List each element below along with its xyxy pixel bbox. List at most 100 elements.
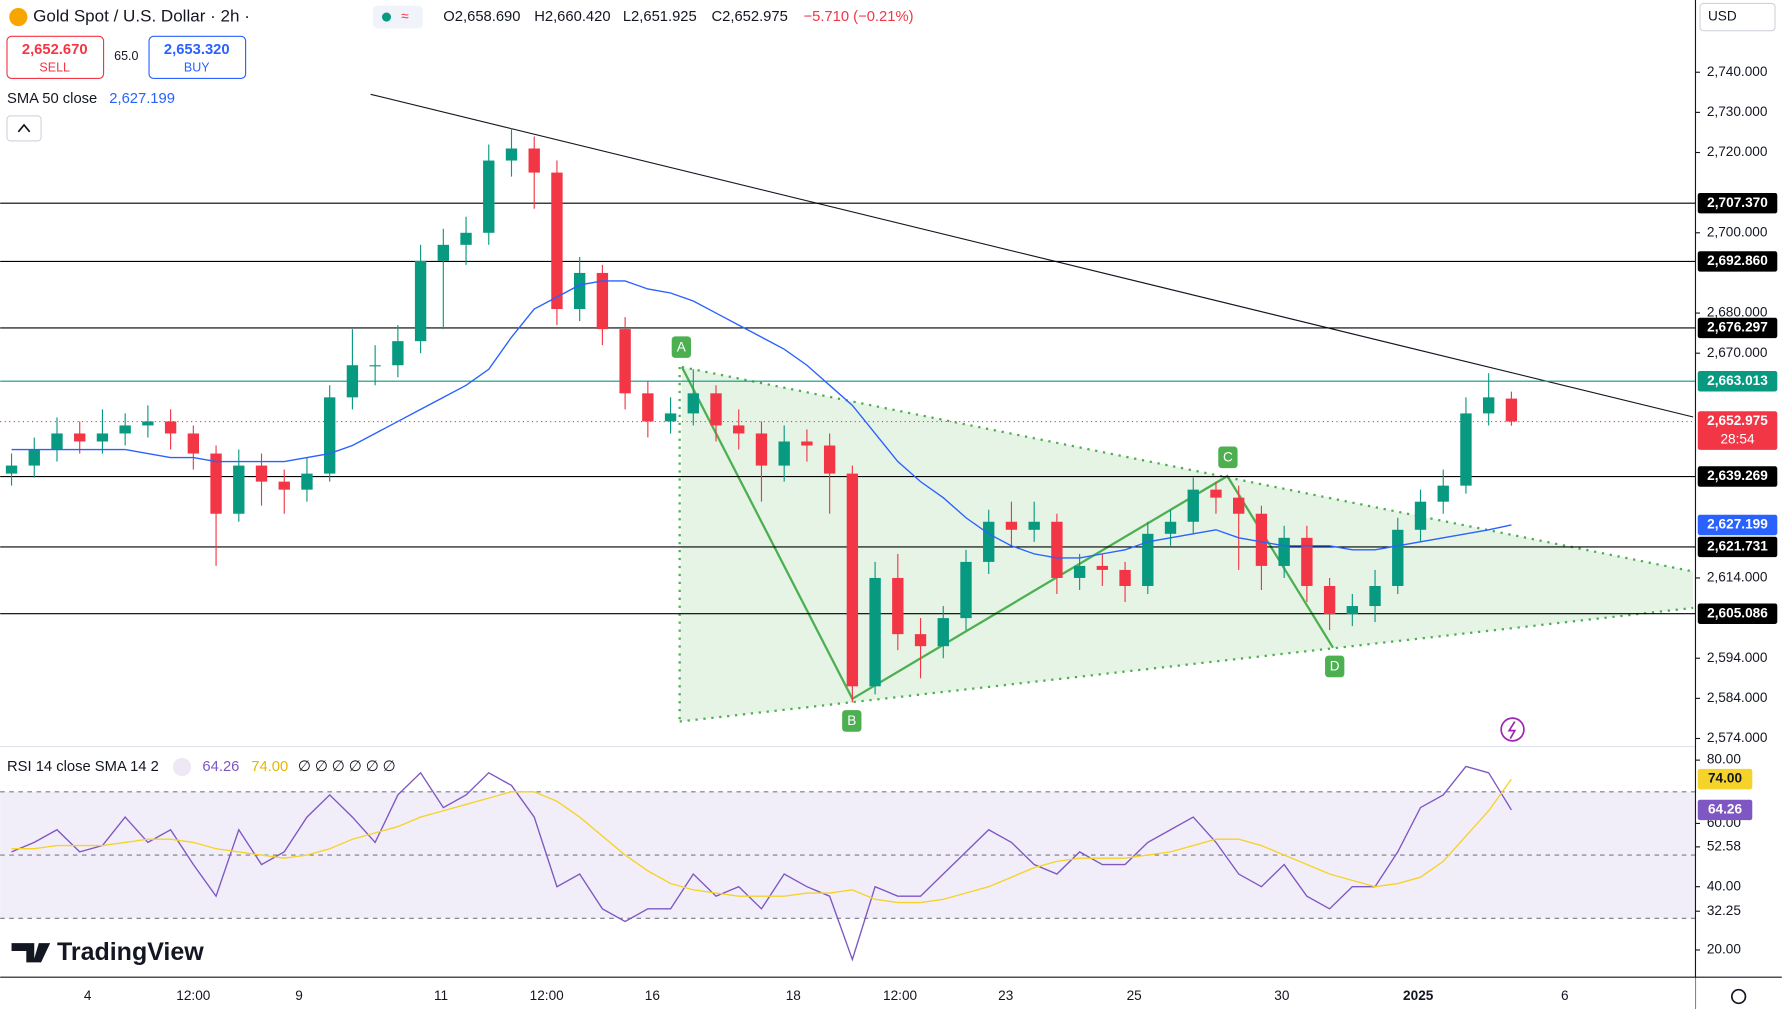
rsi-value-label: 74.00 bbox=[1708, 771, 1743, 786]
level-label-box bbox=[1697, 192, 1778, 214]
x-tick-label: 6 bbox=[1561, 988, 1569, 1003]
sma-legend-name: SMA 50 close bbox=[7, 91, 97, 107]
candle-body bbox=[801, 441, 813, 446]
axis-value-label: 52.58 bbox=[1707, 838, 1741, 853]
rsi-title: RSI 14 close SMA 14 2 bbox=[7, 759, 159, 775]
y-tick-label: 2,720.000 bbox=[1707, 144, 1768, 159]
candle-body bbox=[1414, 501, 1427, 530]
ohlc-change: −5.710 (−0.21%) bbox=[804, 9, 914, 25]
x-tick-label: 30 bbox=[1274, 988, 1290, 1003]
candle-body bbox=[1142, 533, 1154, 586]
sell-price[interactable]: 2,652.670 bbox=[22, 42, 88, 58]
candle-body bbox=[1028, 521, 1040, 530]
candle-body bbox=[1346, 606, 1359, 615]
x-tick-label: 16 bbox=[645, 988, 660, 1003]
settings-icon[interactable] bbox=[1730, 988, 1747, 1005]
candle-body bbox=[5, 465, 18, 474]
trend-line bbox=[370, 93, 1694, 418]
candle-body bbox=[778, 441, 790, 466]
level-label-box bbox=[1697, 317, 1778, 339]
candle-body bbox=[460, 232, 472, 245]
y-tick-label: 2,730.000 bbox=[1707, 104, 1768, 119]
label-box bbox=[1325, 655, 1345, 678]
candle-body bbox=[619, 329, 631, 394]
candle-body bbox=[1482, 397, 1495, 414]
time-axis-bg bbox=[0, 977, 1696, 1009]
candle-body bbox=[255, 465, 268, 482]
sell-button[interactable]: 2,652.670 SELL bbox=[6, 35, 105, 79]
candle-body bbox=[1278, 537, 1290, 566]
candle-body bbox=[1460, 413, 1472, 486]
rsi-line bbox=[11, 778, 1512, 904]
x-tick-label: 25 bbox=[1127, 988, 1142, 1003]
candle-body bbox=[210, 453, 222, 514]
level-label: 2,621.731 bbox=[1707, 539, 1768, 554]
currency-label[interactable]: USD bbox=[1708, 9, 1737, 24]
candle-body bbox=[1073, 565, 1086, 578]
y-tick-label: 2,584.000 bbox=[1707, 690, 1768, 705]
buy-label[interactable]: BUY bbox=[184, 60, 210, 74]
level-label-box bbox=[1697, 603, 1778, 624]
logo-icon bbox=[11, 943, 51, 963]
candle-body bbox=[1210, 489, 1222, 498]
sell-label[interactable]: SELL bbox=[39, 60, 70, 74]
candle-body bbox=[1392, 529, 1404, 586]
y-tick-label: 2,574.000 bbox=[1707, 730, 1768, 745]
spread: 65.0 bbox=[114, 49, 138, 63]
candle-body bbox=[1119, 569, 1131, 586]
level-label-box bbox=[1697, 466, 1778, 487]
x-tick-label: 12:00 bbox=[530, 988, 565, 1003]
x-tick-label: 11 bbox=[434, 988, 448, 1003]
candle-body bbox=[1255, 513, 1268, 566]
candle-body bbox=[642, 393, 654, 422]
candle-body bbox=[573, 272, 586, 310]
buy-button[interactable]: 2,653.320 BUY bbox=[148, 35, 247, 79]
x-tick-label: 4 bbox=[84, 988, 92, 1003]
candle-body bbox=[1164, 521, 1177, 534]
alert-bolt[interactable] bbox=[1507, 721, 1517, 739]
y-tick-label: 2,670.000 bbox=[1707, 345, 1768, 360]
candle-body bbox=[846, 473, 859, 687]
y-tick-label: 2,594.000 bbox=[1707, 650, 1768, 665]
sma-label: 2,627.199 bbox=[1707, 517, 1768, 532]
candle-body bbox=[278, 481, 290, 490]
level-label-box bbox=[1697, 251, 1778, 272]
level-label-box bbox=[1697, 536, 1778, 558]
level-label: 2,692.860 bbox=[1707, 253, 1768, 268]
market-status bbox=[381, 12, 392, 22]
axis-value-label: 32.25 bbox=[1707, 903, 1741, 918]
y-tick-label: 2,700.000 bbox=[1707, 224, 1768, 239]
buy-box[interactable] bbox=[148, 35, 247, 79]
buy-price[interactable]: 2,653.320 bbox=[164, 42, 230, 58]
candle-body bbox=[755, 433, 768, 466]
sma-line bbox=[11, 280, 1512, 559]
candle-body bbox=[1005, 521, 1018, 530]
candle-body bbox=[937, 618, 949, 647]
candle-body bbox=[96, 433, 109, 442]
alert-icon[interactable] bbox=[1500, 717, 1525, 742]
candle-body bbox=[483, 160, 495, 233]
rsi-icon[interactable] bbox=[172, 757, 192, 777]
candle-body bbox=[1096, 565, 1109, 570]
candle-body bbox=[823, 445, 836, 474]
triangle-top bbox=[681, 365, 1694, 573]
candle-body bbox=[1233, 497, 1245, 514]
candle-body bbox=[892, 577, 904, 635]
candle-body bbox=[528, 148, 540, 173]
symbol-title: Gold Spot / U.S. Dollar · 2h · bbox=[33, 7, 250, 26]
candle-body bbox=[983, 521, 995, 562]
currency-select[interactable]: USD bbox=[1699, 2, 1776, 32]
candle-body bbox=[1051, 521, 1063, 578]
ohlc-open: O2,658.690 bbox=[443, 9, 520, 25]
x-tick-label: 12:00 bbox=[176, 988, 211, 1003]
level-label: 2,639.269 bbox=[1707, 468, 1768, 483]
collapse-icon[interactable] bbox=[17, 123, 31, 133]
candle-body bbox=[164, 421, 177, 434]
candle-body bbox=[324, 397, 336, 474]
collapse-button[interactable] bbox=[6, 115, 42, 142]
logo-text: TradingView bbox=[57, 938, 204, 966]
currency-box[interactable] bbox=[1699, 2, 1776, 32]
sell-box[interactable] bbox=[6, 35, 105, 79]
